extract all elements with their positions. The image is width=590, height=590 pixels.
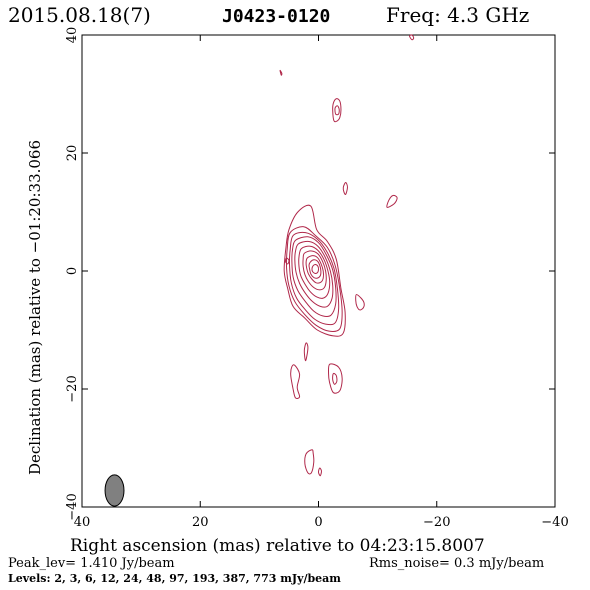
contour-level-193 [305,255,325,284]
contour-level-2 [290,364,301,400]
contour-level-3 [285,226,343,333]
contour-level-2 [283,204,346,337]
x-tick-label: −20 [423,515,450,530]
contour-level-387 [308,259,322,279]
axis-ticks: 40 40 20 20 0 0 −20 −20 −40 −40 [65,27,569,530]
contour-level-3 [334,105,340,116]
contour-level-2 [386,194,398,208]
x-tick-label: 40 [74,515,91,530]
contour-level-2 [342,181,348,195]
contour-level-12 [291,236,337,318]
contour-level-2 [279,69,283,76]
beam-ellipse [104,474,125,507]
contour-lines [279,34,415,477]
contour-level-2 [355,294,365,311]
x-tick-label: −40 [541,515,568,530]
contour-level-6 [288,231,340,326]
contour-level-24 [294,240,334,308]
x-tick-label: 0 [314,515,322,530]
contour-level-2 [327,363,343,394]
frequency-label: Freq: 4.3 GHz [386,3,529,27]
contour-level-2 [304,449,315,475]
x-axis-label: Right ascension (mas) relative to 04:23:… [70,536,485,556]
contour-levels: Levels: 2, 3, 6, 12, 24, 48, 97, 193, 38… [8,572,341,585]
peak-level: Peak_lev= 1.410 Jy/beam [8,556,175,571]
y-tick-label: −40 [65,493,80,520]
contour-level-97 [302,250,327,291]
y-tick-label: 0 [65,267,80,275]
contour-level-2 [303,342,309,362]
y-axis-label: Declination (mas) relative to −01:20:33.… [26,140,44,475]
y-tick-label: 20 [65,145,80,162]
y-tick-label: −20 [65,375,80,402]
contour-level-2 [332,98,342,123]
contour-level-773 [311,264,320,274]
x-tick-label: 20 [192,515,209,530]
contour-level-2 [409,34,415,41]
contour-level-2 [317,467,322,477]
contour-level-48 [298,245,331,299]
source-name: J0423-0120 [222,6,330,27]
y-tick-label: 40 [65,27,80,44]
contour-level-3 [332,372,338,385]
epoch-label: 2015.08.18(7) [8,3,151,27]
contour-level-2 [284,257,290,265]
rms-noise: Rms_noise= 0.3 mJy/beam [369,556,544,571]
